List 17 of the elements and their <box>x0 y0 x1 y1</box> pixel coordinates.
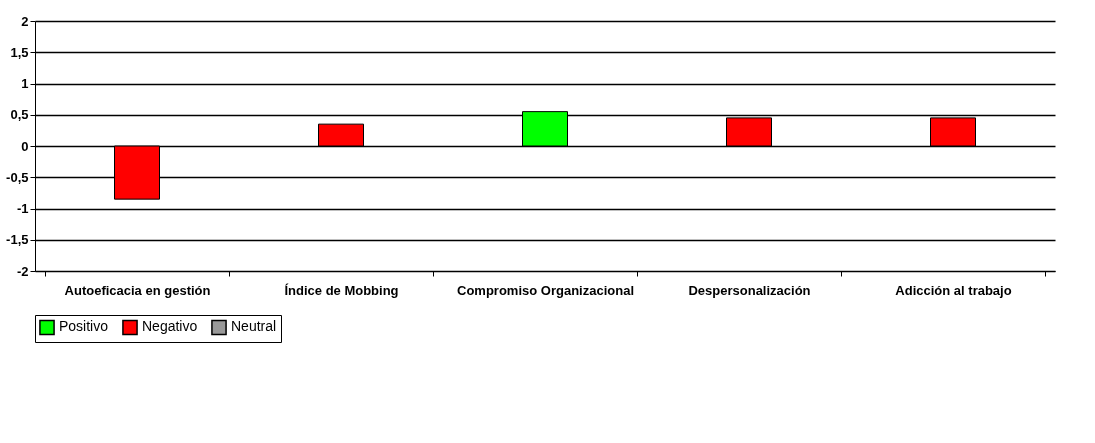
y-tick-label: 1 <box>21 76 29 91</box>
y-tick-label: 0 <box>21 138 29 154</box>
x-tick-label: Compromiso Organizacional <box>457 282 634 298</box>
y-tick-label: 2 <box>21 13 29 29</box>
y-tick-label: -2 <box>16 263 29 279</box>
legend-label: Neutral <box>231 318 277 335</box>
y-tick-label: -1,5 <box>6 232 29 248</box>
x-tick-label: Despersonalización <box>688 282 811 298</box>
y-tick-label: -1 <box>16 201 29 216</box>
legend-label: Negativo <box>142 318 198 335</box>
x-tick-label: Índice de Mobbing <box>284 282 399 298</box>
y-tick-label: -0,5 <box>6 169 29 185</box>
legend-label: Positivo <box>59 318 109 335</box>
y-tick-label: 1,5 <box>10 44 29 60</box>
y-tick-label: 0,5 <box>10 107 29 123</box>
x-tick-label: Adicción al trabajo <box>895 282 1012 298</box>
x-tick-label: Autoeficacia en gestión <box>64 282 211 298</box>
